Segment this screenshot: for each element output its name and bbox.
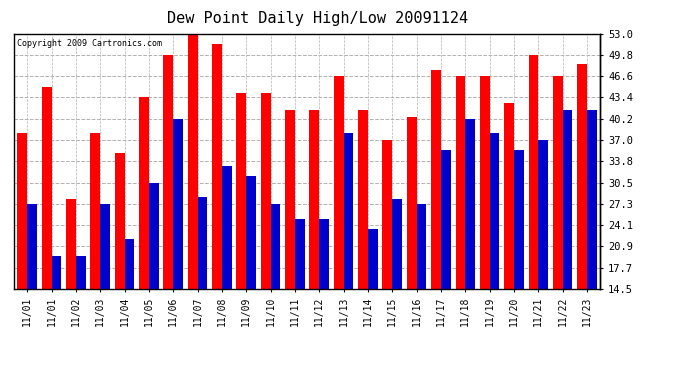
- Bar: [392, 200, 402, 289]
- Bar: [417, 204, 426, 289]
- Bar: [358, 110, 368, 289]
- Bar: [222, 166, 232, 289]
- Bar: [237, 93, 246, 289]
- Bar: [319, 219, 329, 289]
- Bar: [149, 183, 159, 289]
- Bar: [504, 103, 514, 289]
- Bar: [66, 200, 76, 289]
- Bar: [27, 204, 37, 289]
- Bar: [480, 76, 490, 289]
- Bar: [587, 110, 597, 289]
- Bar: [344, 133, 353, 289]
- Bar: [514, 150, 524, 289]
- Bar: [441, 150, 451, 289]
- Bar: [577, 63, 587, 289]
- Bar: [368, 229, 377, 289]
- Bar: [197, 197, 207, 289]
- Bar: [115, 153, 124, 289]
- Bar: [100, 204, 110, 289]
- Bar: [382, 140, 392, 289]
- Bar: [490, 133, 500, 289]
- Bar: [529, 55, 538, 289]
- Text: Copyright 2009 Cartronics.com: Copyright 2009 Cartronics.com: [17, 39, 161, 48]
- Bar: [139, 98, 149, 289]
- Bar: [261, 93, 270, 289]
- Bar: [124, 239, 135, 289]
- Bar: [538, 140, 548, 289]
- Text: Dew Point Daily High/Low 20091124: Dew Point Daily High/Low 20091124: [167, 11, 468, 26]
- Bar: [76, 256, 86, 289]
- Bar: [188, 34, 197, 289]
- Bar: [246, 176, 256, 289]
- Bar: [431, 70, 441, 289]
- Bar: [212, 44, 222, 289]
- Bar: [334, 76, 344, 289]
- Bar: [17, 133, 27, 289]
- Bar: [562, 110, 572, 289]
- Bar: [42, 87, 52, 289]
- Bar: [90, 133, 100, 289]
- Bar: [310, 110, 319, 289]
- Bar: [285, 110, 295, 289]
- Bar: [164, 55, 173, 289]
- Bar: [407, 117, 417, 289]
- Bar: [553, 76, 562, 289]
- Bar: [455, 76, 465, 289]
- Bar: [173, 118, 183, 289]
- Bar: [52, 256, 61, 289]
- Bar: [465, 118, 475, 289]
- Bar: [295, 219, 304, 289]
- Bar: [270, 204, 280, 289]
